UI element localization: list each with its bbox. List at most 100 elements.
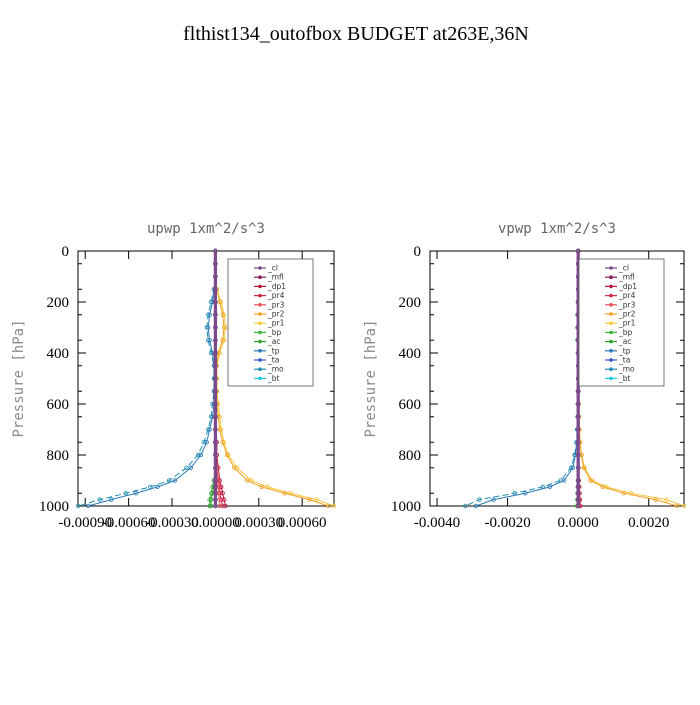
- legend-label: _ac: [267, 337, 280, 346]
- legend-marker: [609, 358, 613, 362]
- legend-marker: [258, 339, 262, 344]
- series-point-cl: [213, 376, 218, 381]
- legend-label: _bt: [618, 374, 631, 383]
- legend-label: _tp: [267, 346, 280, 355]
- series-point-tp: [207, 427, 212, 432]
- series-point-pr1: [681, 503, 687, 509]
- legend-marker: [258, 284, 262, 289]
- series-point-cl: [575, 389, 581, 394]
- series-point-pr2: [220, 338, 225, 343]
- legend-box: [578, 258, 665, 387]
- series-point-mo: [123, 491, 128, 496]
- y-tick-label: 600: [47, 397, 70, 413]
- series-point-mo: [195, 452, 201, 458]
- legend-marker: [609, 303, 613, 307]
- series-point-cl: [213, 312, 218, 317]
- series-point-pr2: [326, 503, 331, 509]
- legend-label: _pr3: [267, 300, 285, 309]
- series-point-cl: [575, 465, 581, 470]
- legend-marker: [258, 303, 262, 307]
- y-axis-label: Pressure [hPa]: [363, 319, 379, 437]
- legend-marker: [258, 266, 262, 270]
- y-axis-label: Pressure [hPa]: [11, 319, 27, 437]
- legend-label: _bt: [267, 374, 280, 383]
- series-point-cl: [213, 401, 218, 407]
- series-point-pr1: [331, 503, 337, 509]
- series-point-pr2: [224, 452, 230, 458]
- legend-marker: [609, 330, 613, 335]
- series-point-tp: [172, 478, 178, 483]
- series-point-dp1: [221, 497, 227, 502]
- series-point-tp: [561, 478, 567, 483]
- legend-marker: [258, 275, 262, 280]
- series-point-dp1: [223, 503, 228, 509]
- series-point-cl: [213, 478, 218, 483]
- series-point-pr3: [217, 497, 222, 502]
- legend-marker: [609, 275, 613, 280]
- series-point-pr4: [220, 503, 225, 509]
- series-point-cl: [575, 452, 581, 458]
- series-point-tp: [133, 491, 139, 496]
- series-point-pr1: [314, 497, 319, 502]
- series-point-cl: [213, 497, 218, 502]
- series-point-cl: [213, 299, 218, 305]
- series-point-mo: [463, 503, 468, 509]
- series-point-cl: [213, 452, 218, 458]
- legend-label: _cl: [267, 264, 278, 273]
- series-point-cl: [575, 478, 581, 483]
- series-point-mo: [201, 440, 207, 445]
- series-point-cl: [213, 427, 218, 432]
- series-point-pr2: [674, 503, 680, 509]
- series-point-mo: [75, 503, 81, 509]
- series-point-tp: [85, 503, 91, 509]
- legend-label: _pr4: [267, 291, 285, 300]
- x-tick-label: 0.0000: [558, 515, 599, 531]
- legend-label: _mfl: [267, 273, 284, 282]
- series-point-ac: [208, 497, 214, 502]
- legend-marker: [258, 312, 262, 316]
- x-tick-label: -0.0020: [484, 515, 530, 531]
- y-tick-label: 800: [47, 448, 70, 464]
- series-point-cl: [575, 427, 581, 432]
- legend-marker: [609, 367, 613, 372]
- series-point-tp: [205, 325, 211, 330]
- series-point-mo: [97, 497, 102, 502]
- series-point-tp: [188, 465, 194, 470]
- legend-label: _pr2: [267, 310, 285, 319]
- series-point-pr2: [307, 497, 312, 502]
- x-tick-label: 0.00060: [278, 515, 327, 531]
- legend-label: _ac: [618, 337, 631, 346]
- series-point-pr2: [621, 491, 627, 496]
- legend-label: _mo: [267, 365, 284, 374]
- series-point-tp: [491, 497, 496, 502]
- series-point-tp: [198, 452, 204, 458]
- series-point-tp: [207, 312, 212, 317]
- figure-title: flthist134_outofbox BUDGET at263E,36N: [183, 23, 529, 45]
- series-point-cl: [213, 325, 218, 330]
- series-point-cl: [213, 491, 218, 496]
- legend-marker: [258, 367, 262, 372]
- series-point-cl: [213, 484, 218, 490]
- series-point-cl: [213, 248, 218, 254]
- series-point-pr1: [664, 497, 669, 502]
- series-point-pr2: [221, 325, 227, 330]
- series-line-mo: [77, 251, 216, 507]
- series-point-cl: [575, 484, 581, 490]
- series-point-tp: [155, 484, 160, 490]
- series-point-cl: [213, 274, 218, 279]
- y-tick-label: 1000: [39, 499, 69, 515]
- x-tick-label: 0.00000: [191, 515, 240, 531]
- legend-label: _dp1: [618, 282, 637, 291]
- legend-marker: [609, 284, 613, 289]
- series-point-cl: [575, 503, 581, 509]
- y-tick-label: 1000: [391, 499, 421, 515]
- series-point-cl: [213, 389, 218, 394]
- legend-label: _ta: [267, 356, 279, 365]
- series-point-cl: [575, 248, 581, 254]
- series-point-pr2: [220, 312, 225, 317]
- legend-marker: [258, 376, 262, 381]
- series-point-pr2: [217, 427, 222, 432]
- legend: _cl_mfl_dp1_pr4_pr3_pr2_pr1_bp_ac_tp_ta_…: [578, 258, 665, 387]
- series-point-cl: [213, 350, 218, 356]
